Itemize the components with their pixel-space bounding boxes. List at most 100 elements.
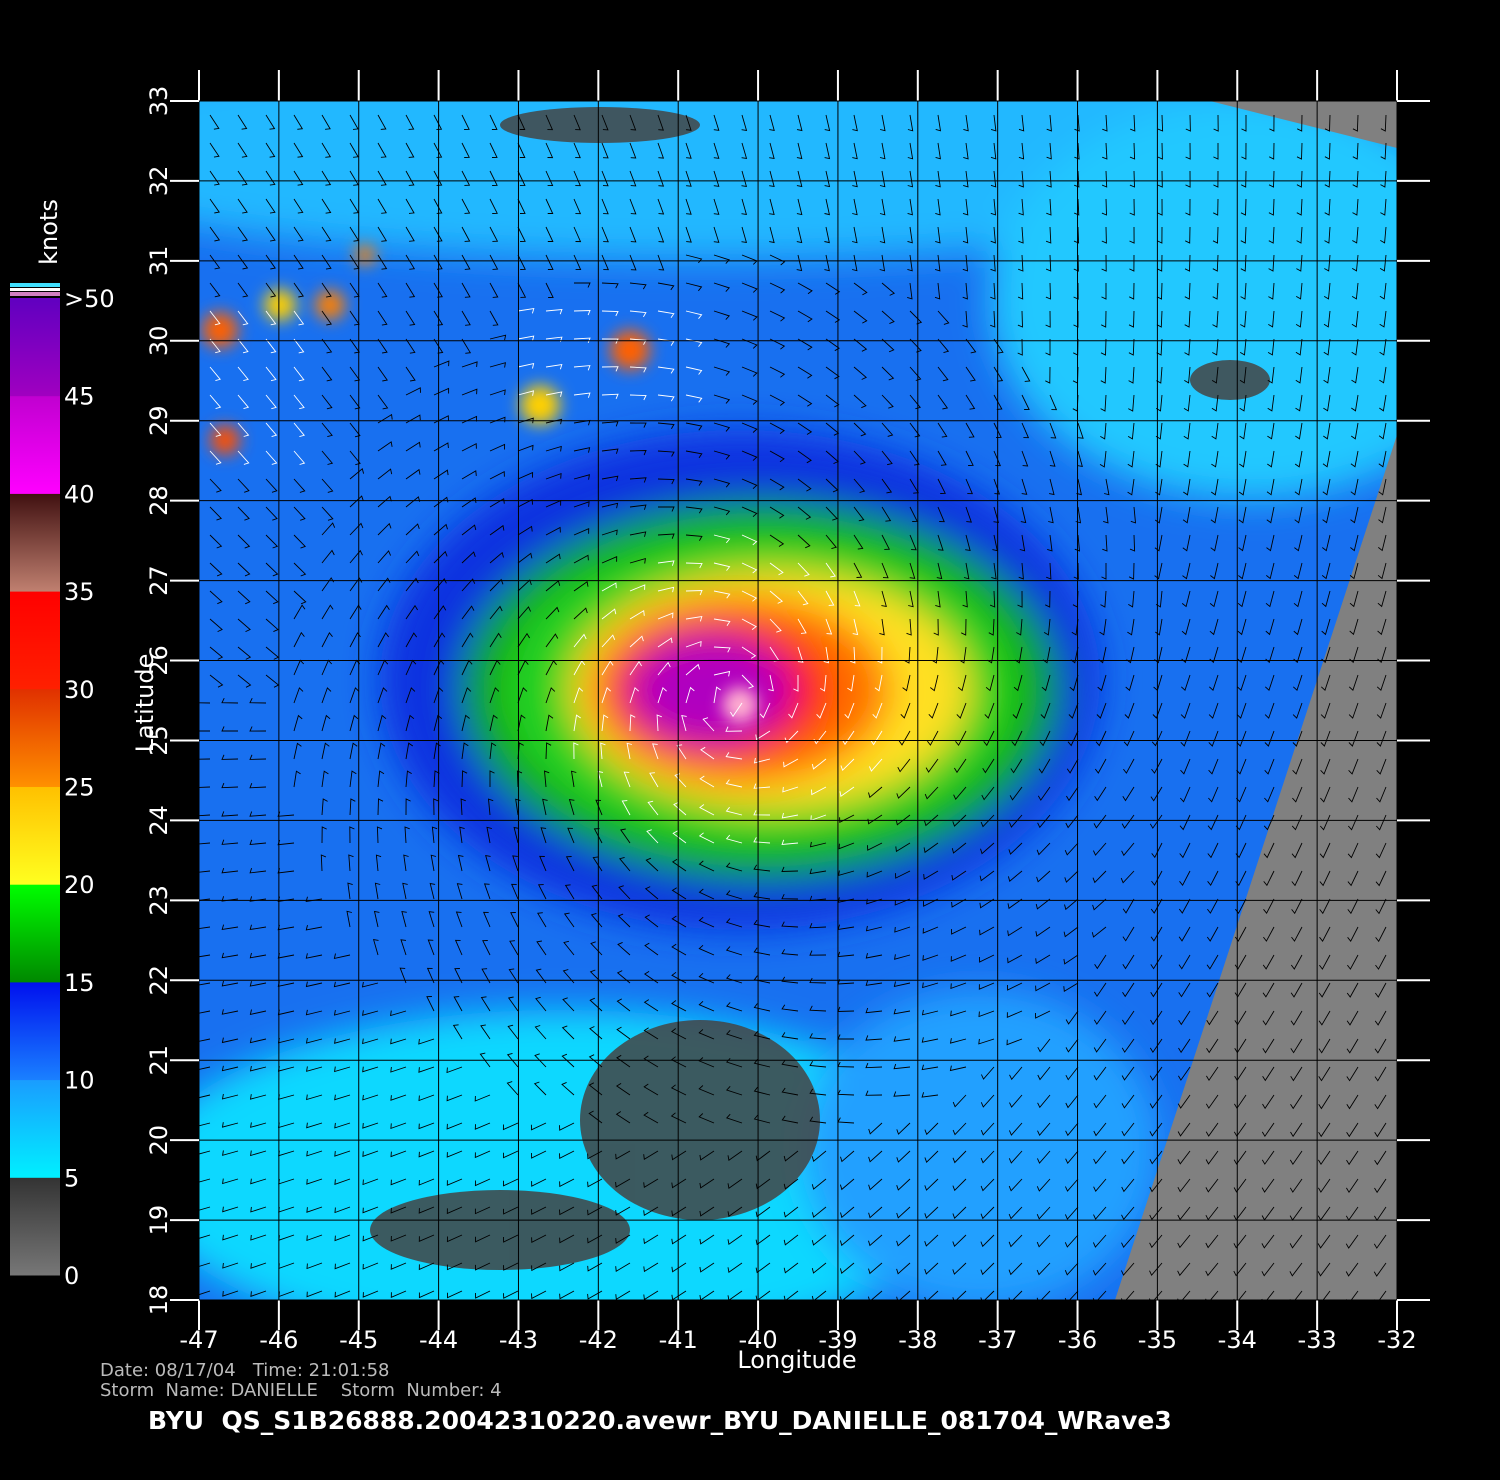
wind-barb xyxy=(990,170,997,188)
wind-barb xyxy=(1122,982,1135,998)
wind-barb xyxy=(405,254,416,270)
wind-barb xyxy=(513,826,520,844)
wind-barb xyxy=(1068,702,1079,719)
wind-barb xyxy=(349,394,361,410)
wind-barb xyxy=(811,1206,827,1218)
wind-barb xyxy=(433,632,446,648)
wind-barb xyxy=(559,1206,575,1216)
wind-barb xyxy=(1346,1150,1359,1166)
wind-barb xyxy=(1352,198,1359,216)
wind-barb xyxy=(418,1094,435,1102)
colorbar-tick-label: 25 xyxy=(64,774,95,802)
wind-barb xyxy=(306,1122,323,1129)
wind-barb xyxy=(1293,618,1303,636)
wind-barb xyxy=(1008,1262,1023,1276)
wind-barb xyxy=(429,882,436,900)
wind-barb xyxy=(961,618,967,636)
wind-barb xyxy=(1237,618,1247,636)
wind-barb xyxy=(619,856,631,872)
wind-barb xyxy=(816,702,827,719)
wind-barb xyxy=(377,495,392,508)
wind-barb xyxy=(573,365,591,371)
wind-barb xyxy=(811,1290,827,1300)
wind-barb xyxy=(1268,170,1275,188)
wind-barb xyxy=(1154,534,1163,552)
colorbar-tick-label: 30 xyxy=(64,676,95,704)
wind-barb xyxy=(781,839,799,846)
wind-barb xyxy=(237,198,248,214)
wind-barb xyxy=(725,862,743,872)
wind-barb xyxy=(199,758,211,760)
wind-barb xyxy=(1007,870,1023,882)
x-axis-label: Longitude xyxy=(737,1346,856,1374)
wind-barb xyxy=(405,604,418,620)
wind-barb xyxy=(1183,450,1191,468)
wind-barb xyxy=(427,939,435,956)
wind-barb xyxy=(1212,338,1219,356)
wind-barb xyxy=(221,1122,239,1128)
wind-barb xyxy=(349,770,357,788)
wind-barb xyxy=(980,1262,995,1276)
wind-barb xyxy=(293,422,305,438)
wind-barb xyxy=(1074,142,1080,160)
wind-barb xyxy=(1102,114,1108,132)
wind-barb xyxy=(853,422,867,437)
wind-barb xyxy=(489,226,499,242)
wind-barb xyxy=(545,526,561,536)
wind-barb xyxy=(321,450,334,465)
wind-barb xyxy=(1093,814,1107,829)
wind-barb xyxy=(1012,702,1023,719)
wind-barb xyxy=(702,717,715,732)
wind-barb xyxy=(796,142,803,160)
wind-barb xyxy=(222,1262,239,1269)
wind-barb xyxy=(1049,478,1055,496)
wind-barb xyxy=(377,550,392,564)
wind-barb xyxy=(533,1081,547,1096)
wind-barb xyxy=(545,254,554,270)
wind-barb xyxy=(1036,1150,1051,1164)
wind-barb xyxy=(545,742,552,760)
wind-barb xyxy=(1185,142,1191,160)
wind-barb xyxy=(334,1150,351,1157)
wind-barb xyxy=(199,702,211,704)
wind-barb xyxy=(1178,954,1191,970)
wind-barb xyxy=(963,562,970,580)
wind-barb xyxy=(377,798,384,816)
wind-barb xyxy=(1013,674,1023,692)
wind-barb xyxy=(545,308,563,315)
wind-barb xyxy=(1064,1178,1079,1192)
wind-barb xyxy=(321,142,332,158)
colorbar-band xyxy=(10,591,60,690)
wind-barb xyxy=(237,114,248,130)
wind-barb xyxy=(1234,954,1247,970)
wind-barb xyxy=(935,170,941,188)
wind-barb xyxy=(474,1094,491,1102)
wind-barb xyxy=(1290,1010,1303,1026)
wind-barb xyxy=(893,981,911,987)
wind-barb xyxy=(963,170,969,188)
wind-barb xyxy=(377,770,385,788)
wind-barb xyxy=(433,523,448,536)
wind-barb xyxy=(652,743,659,760)
wind-barb xyxy=(1093,1150,1107,1165)
wind-barb xyxy=(461,198,471,214)
wind-barb xyxy=(199,1234,211,1239)
wind-barb xyxy=(853,534,864,550)
wind-barb xyxy=(1151,870,1163,886)
wind-barb xyxy=(390,1150,407,1158)
wind-barb xyxy=(1378,422,1387,440)
wind-barb xyxy=(390,1010,407,1017)
wind-barb xyxy=(405,387,421,396)
wind-barb xyxy=(921,1064,939,1071)
colorbar-band xyxy=(10,1177,60,1276)
wind-barb xyxy=(629,142,637,159)
wind-barb xyxy=(727,1262,743,1273)
wind-barb xyxy=(433,114,443,130)
wind-barb xyxy=(1129,142,1136,160)
wind-barb xyxy=(1261,1178,1275,1193)
wind-barb xyxy=(809,1005,827,1012)
wind-barb xyxy=(991,562,997,580)
wind-barb xyxy=(1049,394,1058,411)
wind-barb xyxy=(965,478,973,495)
wind-barb xyxy=(952,1290,967,1300)
